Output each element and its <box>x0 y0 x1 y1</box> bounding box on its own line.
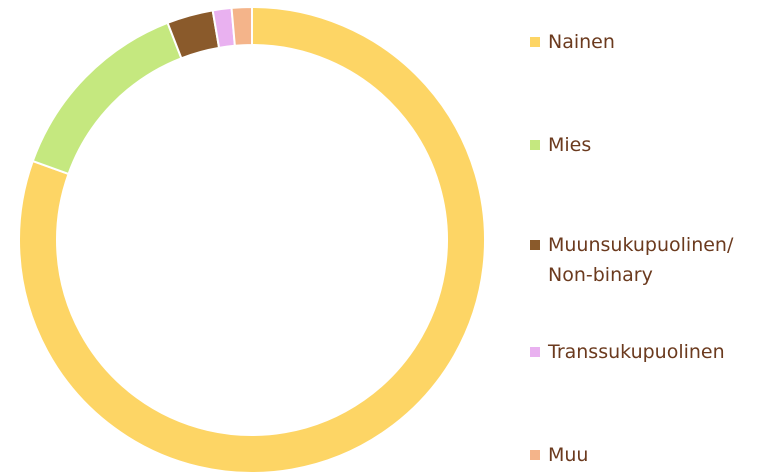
legend-item: Mies <box>530 130 760 160</box>
chart <box>18 5 486 474</box>
donut-slice <box>31 21 183 176</box>
legend-label: Nainen <box>548 31 615 53</box>
donut-slice <box>230 5 253 47</box>
legend-item: Transsukupuolinen <box>530 337 760 367</box>
legend-swatch <box>530 37 540 47</box>
legend-label: Mies <box>548 134 592 156</box>
legend-item: Muunsukupuolinen/ Non-binary <box>530 230 760 290</box>
legend-item: Muu <box>530 440 760 470</box>
legend-label: Muunsukupuolinen/ Non-binary <box>548 234 734 286</box>
legend-label: Transsukupuolinen <box>548 341 725 363</box>
legend-swatch <box>530 347 540 357</box>
donut-slice <box>18 5 486 474</box>
legend-swatch <box>530 450 540 460</box>
legend-label: Muu <box>548 444 589 466</box>
legend-swatch <box>530 240 540 250</box>
legend-item: Nainen <box>530 27 760 57</box>
legend-swatch <box>530 140 540 150</box>
